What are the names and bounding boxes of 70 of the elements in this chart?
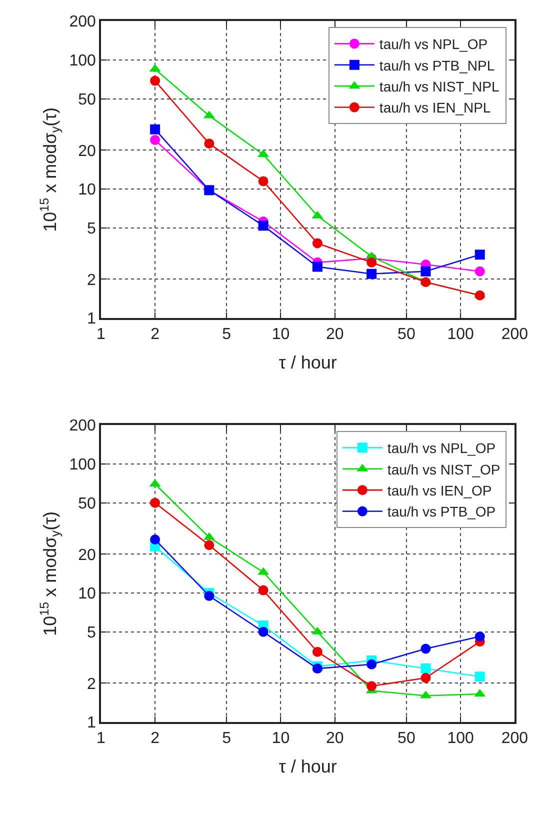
x-axis-title: τ / hour <box>278 756 337 777</box>
point <box>420 277 431 288</box>
point <box>366 659 377 670</box>
y-tick-label: 100 <box>69 456 96 474</box>
point <box>150 534 160 544</box>
legend-label: tau/h vs IEN_NPL <box>379 100 491 116</box>
point <box>258 626 268 637</box>
point <box>150 124 160 134</box>
y-tick-label: 5 <box>87 624 96 642</box>
point <box>312 262 322 272</box>
x-tick-label: 5 <box>222 326 232 344</box>
x-tick-label: 20 <box>326 326 344 344</box>
x-axis-title: τ / hour <box>278 352 337 373</box>
x-tick-label: 100 <box>447 326 474 344</box>
y-tick-label: 20 <box>78 546 96 564</box>
point <box>366 681 377 692</box>
x-tick-label: 20 <box>326 730 344 748</box>
point <box>420 672 431 683</box>
x-tick-label: 50 <box>398 326 416 344</box>
x-tick-label: 100 <box>447 730 474 748</box>
y-tick-label: 5 <box>87 220 96 238</box>
point <box>204 540 214 550</box>
x-tick-label: 10 <box>272 730 290 748</box>
legend-label: tau/h vs NPL_OP <box>379 36 488 52</box>
y-tick-label: 10 <box>78 182 96 199</box>
point <box>150 498 160 508</box>
x-tick-label: 2 <box>150 326 160 344</box>
point <box>312 238 322 248</box>
legend-label: tau/h vs NIST_OP <box>387 461 500 478</box>
x-tick-label: 50 <box>398 730 416 748</box>
point <box>474 632 485 642</box>
y-tick-label: 2 <box>87 272 96 289</box>
point <box>312 664 322 674</box>
y-tick-label: 20 <box>78 142 96 160</box>
point <box>474 266 485 276</box>
y-tick-label: 100 <box>69 52 96 70</box>
x-tick-label: 5 <box>222 730 232 748</box>
point <box>258 220 268 231</box>
point <box>366 268 377 279</box>
y-tick-label: 1 <box>87 310 96 328</box>
y-tick-label: 50 <box>78 91 96 108</box>
point <box>258 176 268 186</box>
x-tick-label: 10 <box>272 326 290 344</box>
point <box>258 585 268 596</box>
point <box>474 250 485 260</box>
point <box>474 290 485 300</box>
legend-label: tau/h vs NPL_OP <box>387 440 496 456</box>
y-tick-label: 200 <box>69 14 96 31</box>
x-tick-label: 200 <box>501 326 528 344</box>
legend-label: tau/h vs PTB_OP <box>387 504 496 520</box>
point <box>474 672 485 682</box>
y-tick-label: 1 <box>87 714 96 732</box>
y-tick-label: 50 <box>78 495 96 512</box>
point <box>420 664 431 674</box>
point <box>204 590 214 601</box>
legend-label: tau/h vs IEN_OP <box>387 482 492 499</box>
y-tick-label: 10 <box>78 586 96 603</box>
point <box>150 76 160 86</box>
y-tick-label: 200 <box>69 418 96 435</box>
x-tick-label: 200 <box>501 730 528 748</box>
point <box>150 134 160 145</box>
point <box>366 257 377 268</box>
y-tick-label: 2 <box>87 676 96 693</box>
point <box>204 138 214 149</box>
legend-label: tau/h vs PTB_NPL <box>379 57 495 74</box>
x-tick-label: 2 <box>150 730 160 748</box>
point <box>420 266 431 276</box>
legend-label: tau/h vs NIST_NPL <box>379 78 500 95</box>
point <box>420 644 431 654</box>
point <box>312 646 322 657</box>
